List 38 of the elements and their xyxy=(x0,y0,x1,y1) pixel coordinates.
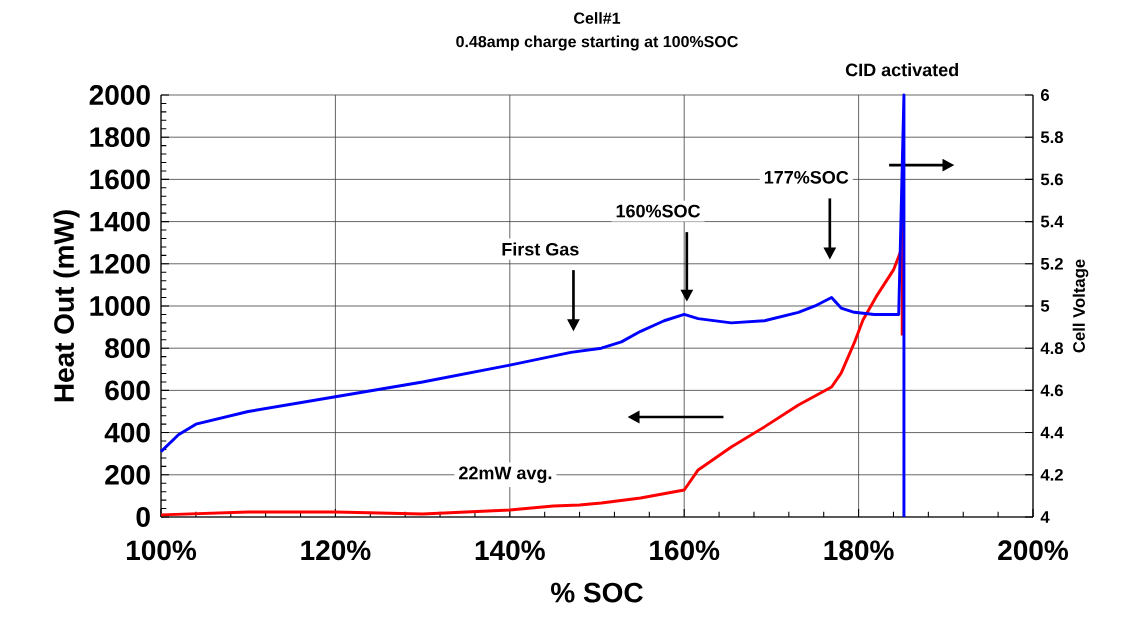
annotation: First Gas xyxy=(502,242,579,256)
x-tick-label: 120% xyxy=(301,540,371,561)
y2-tick-label: 5.2 xyxy=(1040,257,1063,270)
x-tick-label: 180% xyxy=(824,540,894,561)
y-tick-label: 1200 xyxy=(90,253,150,274)
y-tick-label: 1800 xyxy=(90,127,150,148)
y2-tick-label: 4.8 xyxy=(1040,342,1064,355)
y-tick-label: 800 xyxy=(105,338,150,359)
y-tick-label: 2000 xyxy=(89,85,150,105)
x-tick-label: 100% xyxy=(126,540,197,561)
y2-tick-label: 4 xyxy=(1040,511,1050,523)
y2-tick-label: 5.4 xyxy=(1040,215,1064,228)
y-tick-label: 1600 xyxy=(90,169,150,190)
y2-tick-label: 4.6 xyxy=(1040,384,1063,397)
x-tick-label: 200% xyxy=(998,540,1069,561)
annotation: 160%SOC xyxy=(616,204,701,218)
text: CID activated xyxy=(845,63,958,77)
y2-tick-label: 4.4 xyxy=(1040,426,1064,439)
y-tick-label: 600 xyxy=(105,380,150,401)
annotation: 177%SOC xyxy=(764,170,849,184)
y2-tick-label: 4.2 xyxy=(1040,468,1063,481)
chart-subtitle: 0.48amp charge starting at 100%SOC xyxy=(456,35,738,51)
x-tick-label: 160% xyxy=(650,540,720,561)
y-tick-label: 400 xyxy=(104,422,150,443)
y-tick-label: 1000 xyxy=(90,296,150,316)
chart-title: Cell#1 xyxy=(574,12,621,24)
y2-tick-label: 5.8 xyxy=(1040,131,1064,144)
y-tick-label: 0 xyxy=(136,507,150,527)
y2-tick-label: 5.6 xyxy=(1040,173,1063,186)
annotation: 22mW avg. xyxy=(459,466,552,483)
y2-tick-label: 6 xyxy=(1040,89,1050,101)
x-axis-title: % SOC xyxy=(551,582,643,603)
y-axis-title: Heat Out (mW) xyxy=(53,210,80,402)
y2-tick-label: 5 xyxy=(1040,300,1050,312)
x-tick-label: 140% xyxy=(475,540,545,561)
y2-axis-title: Cell Voltage xyxy=(1072,259,1089,353)
y-tick-label: 1400 xyxy=(90,211,150,232)
y-tick-label: 200 xyxy=(105,464,150,485)
